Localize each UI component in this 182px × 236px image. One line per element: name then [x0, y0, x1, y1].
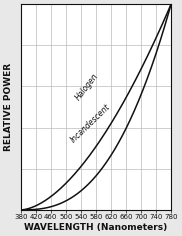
X-axis label: WAVELENGTH (Nanometers): WAVELENGTH (Nanometers) — [24, 223, 168, 232]
Text: Halogen: Halogen — [73, 71, 100, 102]
Y-axis label: RELATIVE POWER: RELATIVE POWER — [4, 63, 13, 151]
Text: Incandescent: Incandescent — [69, 102, 112, 145]
